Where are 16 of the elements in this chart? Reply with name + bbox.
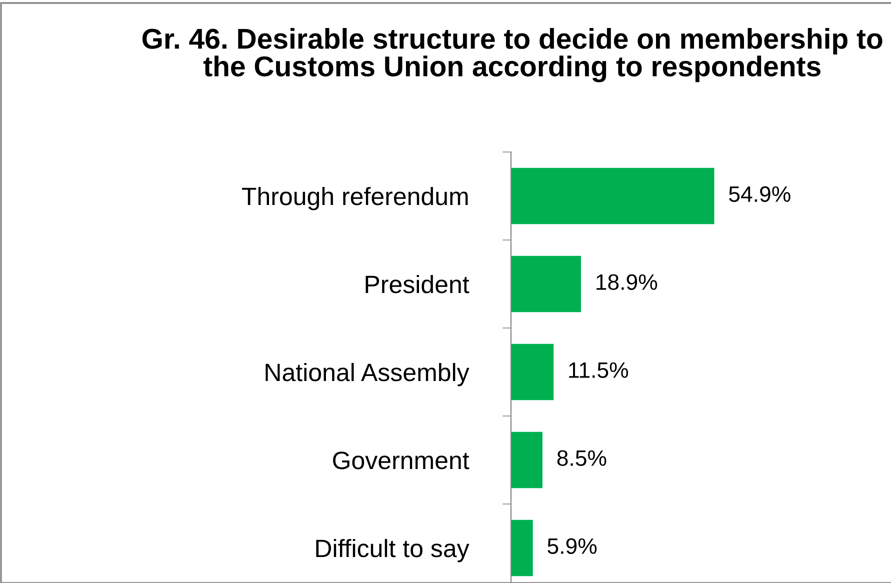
bar	[511, 344, 554, 400]
y-tick-label: National Assembly	[266, 362, 470, 386]
y-tick-label: Difficult to say	[316, 538, 470, 562]
data-label: 18.9%	[596, 274, 658, 290]
chart-title: Gr. 46. Desirable structure to decide on membership to the Customs Union according to respondents	[142, 28, 882, 82]
bar	[511, 168, 714, 224]
y-tick-label: Through referendum	[242, 186, 468, 210]
data-label: 5.9%	[548, 538, 597, 554]
data-label: 11.5%	[569, 362, 628, 378]
bar	[511, 256, 581, 312]
y-tick-label: President	[366, 274, 470, 294]
bar	[511, 432, 542, 488]
bar	[511, 520, 533, 576]
y-tick-label: Government	[333, 452, 470, 470]
data-label: 8.5%	[557, 450, 606, 466]
data-label: 54.9%	[729, 186, 790, 202]
